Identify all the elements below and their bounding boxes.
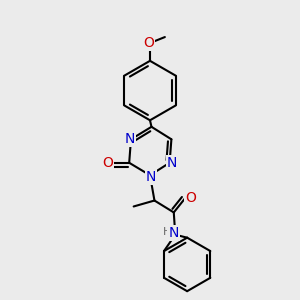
Text: N: N bbox=[169, 226, 179, 240]
Text: O: O bbox=[143, 36, 154, 50]
Text: N: N bbox=[167, 156, 177, 170]
Text: O: O bbox=[102, 156, 113, 170]
Text: N: N bbox=[146, 170, 156, 184]
Text: O: O bbox=[186, 190, 196, 205]
Text: N: N bbox=[125, 132, 135, 146]
Text: H: H bbox=[163, 227, 171, 237]
